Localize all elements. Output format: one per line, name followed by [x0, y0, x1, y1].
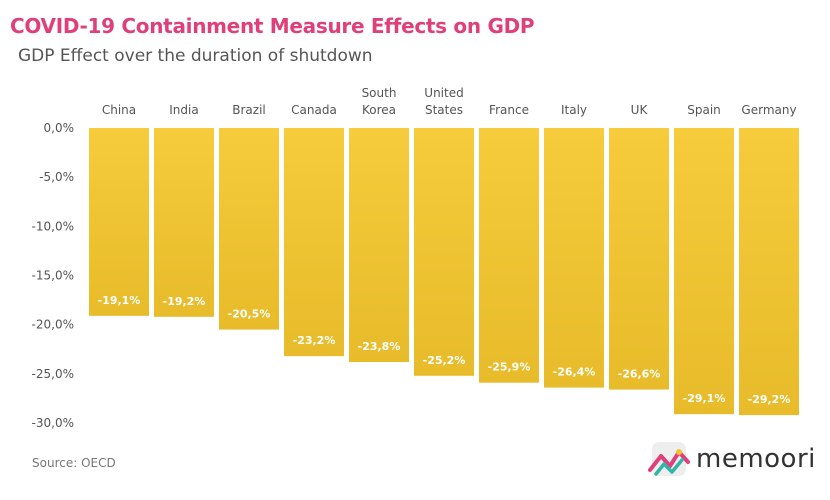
x-tick-label: Italy: [561, 103, 587, 117]
category-labels: China India Brazil Canada South Korea United St…: [102, 86, 797, 117]
memoori-logo: memoori: [646, 440, 821, 480]
data-label: -23,2%: [293, 334, 336, 347]
x-tick-label: China: [102, 103, 136, 117]
data-label: -26,4%: [553, 366, 596, 379]
y-tick-label: -15,0%: [32, 269, 74, 283]
x-tick-label: Canada: [291, 103, 337, 117]
source-note: Source: OECD: [32, 456, 116, 470]
bar: [674, 128, 734, 415]
memoori-logo-icon: [648, 442, 690, 476]
chart-subtitle: GDP Effect over the duration of shutdown: [18, 46, 373, 66]
x-tick-label: Spain: [687, 103, 721, 117]
x-tick-label: South Korea: [362, 86, 397, 117]
y-tick-label: -30,0%: [32, 416, 74, 430]
data-label: -29,1%: [683, 392, 726, 405]
bar: [479, 128, 539, 383]
y-tick-label: -10,0%: [32, 219, 74, 233]
x-tick-label: India: [169, 103, 198, 117]
data-label: -26,6%: [618, 368, 661, 381]
data-label: -19,2%: [163, 295, 206, 308]
y-tick-label: -5,0%: [39, 170, 74, 184]
data-label: -25,9%: [488, 361, 531, 374]
bars-group: -19,1% -19,2% -20,5% -23,2% -23,8% -25,2% -25,…: [89, 128, 799, 416]
bar: [414, 128, 474, 376]
bar-chart: 0,0%-5,0%-10,0%-15,0%-20,0%-25,0%-30,0% …: [32, 86, 799, 430]
bar: [89, 128, 149, 316]
bar: [154, 128, 214, 317]
x-tick-label: Germany: [741, 103, 796, 117]
y-tick-label: -25,0%: [32, 367, 74, 381]
bar: [284, 128, 344, 357]
data-label: -29,2%: [748, 393, 791, 406]
memoori-logo-text: memoori: [696, 444, 816, 474]
bar: [349, 128, 409, 363]
x-tick-label: France: [489, 103, 529, 117]
y-tick-label: 0,0%: [44, 121, 75, 135]
x-tick-label: UK: [631, 103, 649, 117]
bar: [544, 128, 604, 388]
data-label: -19,1%: [98, 294, 141, 307]
data-label: -23,8%: [358, 340, 401, 353]
bar: [219, 128, 279, 330]
data-label: -20,5%: [228, 308, 271, 321]
data-label: -25,2%: [423, 354, 466, 367]
x-tick-label: United States: [424, 86, 463, 117]
y-tick-label: -20,0%: [32, 318, 74, 332]
chart-title: COVID-19 Containment Measure Effects on …: [10, 14, 535, 38]
bar: [739, 128, 799, 416]
x-tick-label: Brazil: [232, 103, 266, 117]
y-axis: 0,0% -5,0% -10,0% -15,0% -20,0% -25,0% -30,0%: [32, 121, 74, 430]
bar: [609, 128, 669, 390]
